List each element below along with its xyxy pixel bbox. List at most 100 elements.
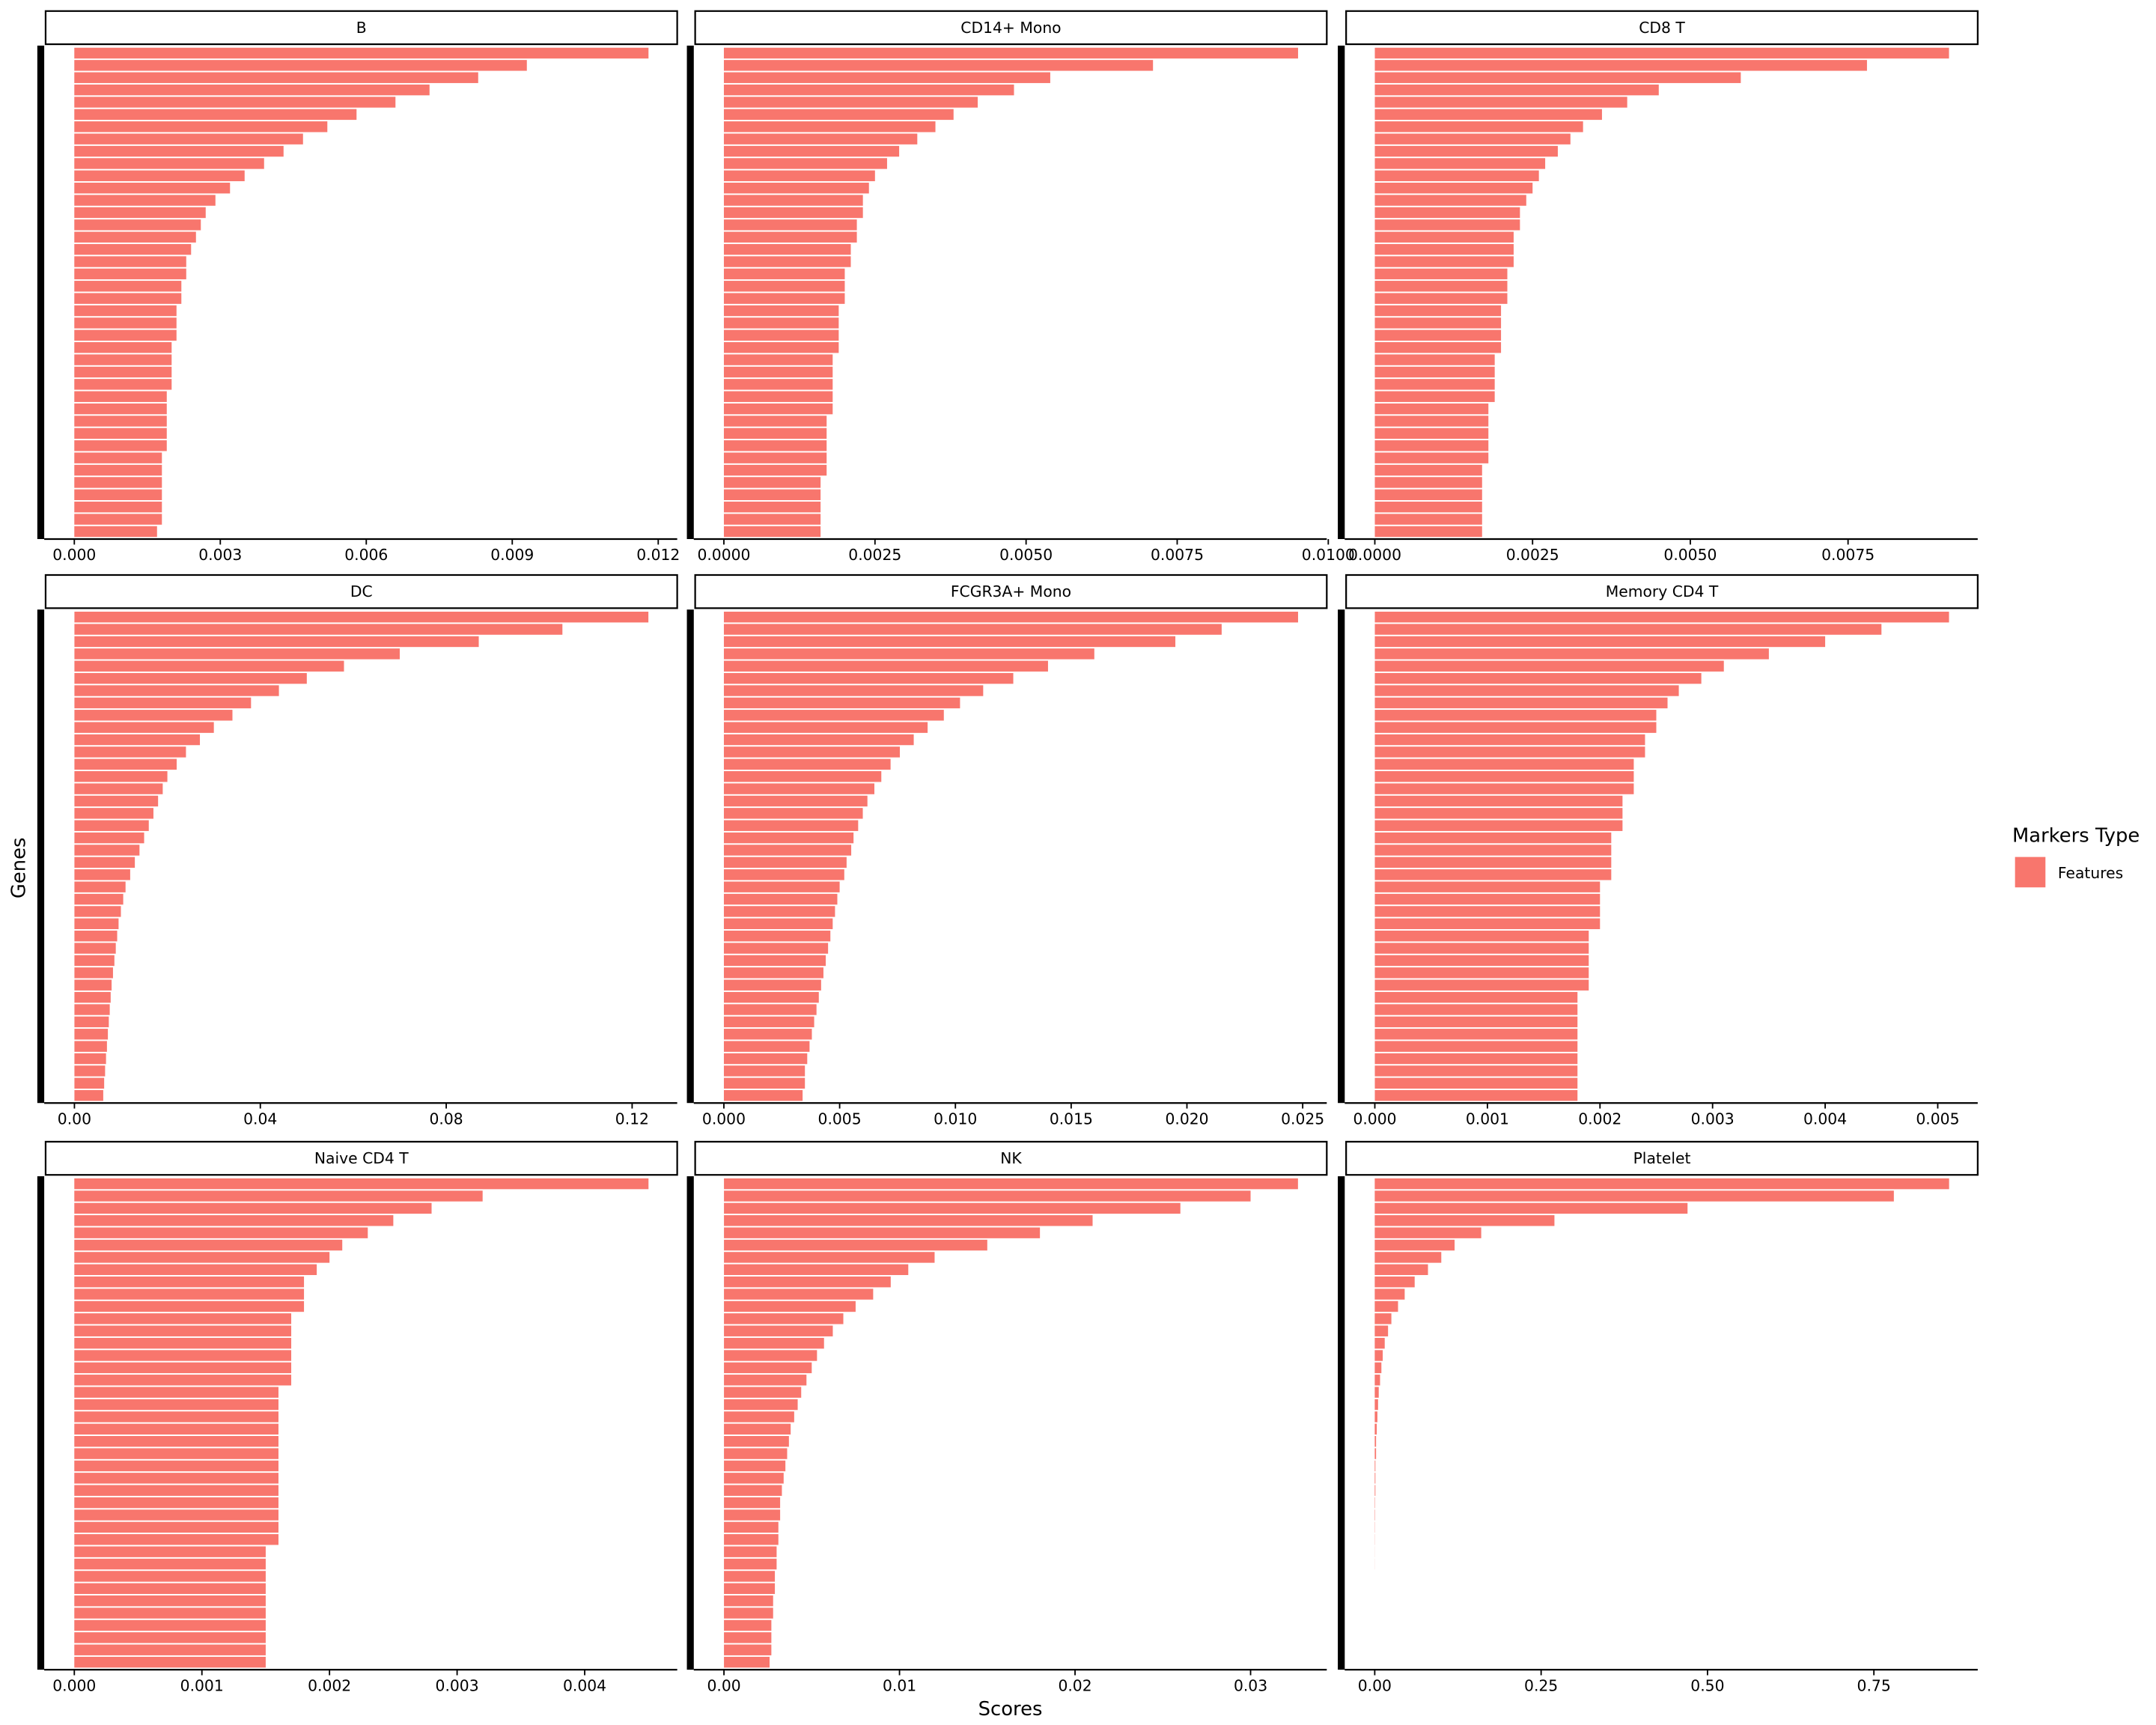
bar <box>1374 746 1645 758</box>
bar <box>723 170 875 182</box>
bar <box>724 1399 798 1411</box>
bar <box>74 1632 266 1643</box>
bar <box>1374 795 1623 807</box>
bar <box>1374 501 1482 513</box>
bar <box>724 1178 1298 1190</box>
bar <box>724 1656 770 1668</box>
bar <box>1374 341 1502 353</box>
bar <box>723 734 914 746</box>
bar <box>74 672 307 684</box>
bar <box>723 820 859 831</box>
x-tick-label: 0.04 <box>243 1110 277 1128</box>
bar <box>724 1632 772 1643</box>
x-tick-label: 0.02 <box>1058 1676 1091 1694</box>
bar <box>1374 391 1495 402</box>
bar <box>723 624 1222 635</box>
bar <box>724 1571 776 1582</box>
bar <box>1374 697 1668 709</box>
bar <box>74 1644 266 1655</box>
bar <box>74 1362 292 1374</box>
bar <box>724 1583 776 1595</box>
bar <box>723 881 840 892</box>
bar <box>1374 1202 1688 1214</box>
y-axis-line <box>686 609 694 1104</box>
legend-title: Markers Type <box>2012 824 2140 847</box>
bar <box>1374 808 1623 819</box>
x-tick-label: 0.0000 <box>697 546 750 564</box>
bar <box>74 1509 278 1521</box>
strip <box>694 1140 1328 1176</box>
bar <box>723 918 833 930</box>
x-tick-label: 0.001 <box>1466 1110 1509 1128</box>
bar <box>74 133 303 144</box>
bar <box>74 1300 305 1312</box>
bar <box>1374 1313 1392 1324</box>
bar <box>723 121 936 133</box>
bar <box>1374 869 1612 880</box>
bar <box>74 182 231 194</box>
bar <box>723 501 821 513</box>
x-tick-label: 0.0100 <box>1302 546 1355 564</box>
bar <box>1374 1016 1578 1028</box>
bar <box>723 943 829 954</box>
x-tick-label: 0.0075 <box>1821 546 1875 564</box>
bar <box>723 1041 810 1052</box>
x-tick-label: 0.0050 <box>999 546 1053 564</box>
bar <box>724 1558 777 1570</box>
bar <box>1374 1325 1389 1336</box>
bar <box>74 1053 106 1065</box>
bar <box>74 1583 266 1595</box>
bar <box>723 685 984 696</box>
bar <box>74 416 167 427</box>
bar <box>1374 1276 1415 1288</box>
bar <box>74 231 196 243</box>
bar <box>74 366 172 378</box>
bar <box>724 1607 773 1619</box>
bar <box>74 195 216 206</box>
bar <box>74 1473 278 1484</box>
bar <box>723 428 827 439</box>
bar <box>1374 1289 1405 1300</box>
bar <box>723 893 838 905</box>
bar <box>1374 1350 1383 1361</box>
bar <box>1374 428 1489 439</box>
bar <box>1374 832 1612 844</box>
bar <box>1374 1215 1555 1226</box>
bar <box>74 1485 278 1496</box>
y-axis-line <box>1338 609 1345 1104</box>
bar <box>1374 195 1526 206</box>
bar <box>1374 918 1601 930</box>
bar <box>1374 440 1489 451</box>
x-tick-label: 0.006 <box>344 546 388 564</box>
bar <box>74 1546 266 1557</box>
bar <box>74 329 177 341</box>
bar <box>74 1399 278 1411</box>
bar <box>723 1004 817 1015</box>
bar <box>724 1521 779 1533</box>
y-axis-line <box>1338 1176 1345 1670</box>
bar <box>1374 857 1612 868</box>
panel-title: DC <box>350 582 373 600</box>
bar <box>723 317 839 329</box>
bar <box>74 660 344 672</box>
bar <box>74 1004 110 1015</box>
x-tick-label: 0.012 <box>636 546 680 564</box>
bar <box>74 795 159 807</box>
bar <box>724 1289 874 1300</box>
bar <box>723 133 918 144</box>
bar <box>1374 403 1489 415</box>
x-tick-label: 0.025 <box>1281 1110 1324 1128</box>
bar <box>74 379 172 390</box>
bar <box>1374 820 1623 831</box>
bar <box>1374 660 1724 672</box>
bar <box>723 293 845 304</box>
bar <box>74 967 113 979</box>
y-axis-label: Genes <box>7 838 30 899</box>
bar <box>724 1239 987 1251</box>
bar <box>74 268 186 280</box>
bar <box>724 1350 817 1361</box>
bar <box>74 1571 266 1582</box>
strip <box>1345 10 1979 46</box>
x-tick-label: 0.003 <box>436 1676 479 1694</box>
